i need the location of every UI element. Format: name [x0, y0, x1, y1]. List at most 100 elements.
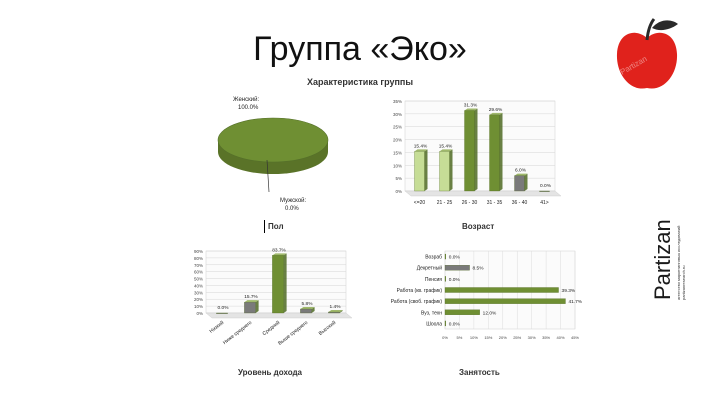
bar-value-label: 12.0% — [483, 310, 497, 316]
x-tick-label: Ниже среднего — [222, 320, 253, 346]
age-bar-chart: 0% 5% 10% 15% 20% 25% 30% 35% 15.4% <=20 15.4% 21 -… — [393, 99, 562, 206]
bar-4 — [328, 311, 340, 314]
bar-top — [439, 149, 453, 152]
y-tick-label: 35% — [393, 99, 402, 104]
bar-value-label: 0.0% — [449, 255, 461, 261]
bar-value-label: 0.0% — [218, 305, 230, 311]
bar-top — [328, 310, 343, 313]
bar-top — [514, 173, 528, 176]
bar-3 — [444, 287, 559, 293]
y-tick-label: 30% — [194, 290, 203, 295]
pie-slice-Женский — [217, 117, 329, 163]
bar-value-label: 6.0% — [515, 168, 527, 174]
apple-body — [616, 32, 678, 89]
apple-leaf — [652, 20, 678, 31]
y-tick-label: 80% — [194, 256, 203, 261]
y-tick-label: Шоола — [426, 321, 442, 327]
bar-value-label: 8.5% — [473, 266, 485, 272]
income-caption: Уровень дохода — [238, 368, 303, 377]
slide-subtitle: Характеристика группы — [306, 77, 414, 87]
brand-tagline-2: partizanresearch.ru — [681, 265, 686, 300]
bar-value-label: 15.7% — [244, 294, 258, 300]
y-tick-label: Вуз, техн — [421, 310, 442, 316]
gender-caption: Пол — [268, 222, 284, 231]
bar-6 — [444, 253, 446, 260]
caption-cursor — [264, 220, 265, 233]
x-tick-label: 41> — [540, 200, 549, 206]
bar-side — [499, 112, 503, 191]
y-tick-label: Работа (кв. график) — [397, 288, 443, 294]
bar-top — [489, 112, 503, 115]
y-tick-label: 0% — [196, 311, 203, 316]
bar-0 — [414, 151, 425, 192]
x-tick-label: Средний — [261, 319, 281, 337]
gender-pie-chart: Женский: 100.0% Мужской: 0.0% — [217, 96, 329, 212]
bar-1 — [444, 309, 480, 315]
pie-leader-line — [266, 159, 270, 193]
y-tick-label: Пенсия — [425, 277, 442, 283]
apple-logo: Partizan — [616, 18, 678, 89]
x-tick-label: <=20 — [414, 200, 426, 206]
bar-top — [272, 253, 287, 256]
age-caption: Возраст — [462, 222, 495, 231]
x-tick-label: 15% — [484, 335, 492, 340]
y-tick-label: Возраб — [425, 255, 442, 261]
y-tick-label: 25% — [393, 125, 402, 130]
bar-3 — [489, 114, 500, 192]
bar-value-label: 41.7% — [568, 299, 582, 305]
x-tick-label: Выше среднего — [277, 320, 309, 347]
pie-label-female-value: 100.0% — [238, 105, 259, 111]
y-tick-label: 40% — [194, 283, 203, 288]
bar-5 — [444, 265, 470, 271]
x-tick-label: 30% — [528, 335, 536, 340]
x-tick-label: 40% — [557, 335, 565, 340]
x-tick-label: 31 - 35 — [487, 200, 503, 206]
slide-title: Группа «Эко» — [253, 30, 467, 68]
x-tick-label: 0% — [442, 335, 448, 340]
bar-4 — [514, 175, 525, 192]
brand-name: Partizan — [650, 219, 675, 300]
bar-side — [424, 149, 428, 191]
bar-4 — [444, 276, 446, 282]
bar-value-label: 39.3% — [562, 288, 576, 294]
bar-1 — [244, 302, 256, 314]
bar-value-label: 0.0% — [449, 321, 461, 327]
bar-side — [283, 253, 287, 313]
bar-5 — [539, 190, 550, 192]
y-tick-label: 20% — [393, 138, 402, 143]
bar-value-label: 31.3% — [464, 103, 478, 109]
bar-2 — [464, 110, 475, 192]
bar-top — [244, 300, 259, 303]
bar-side — [339, 310, 343, 313]
x-tick-label: 5% — [457, 335, 463, 340]
bar-0 — [444, 320, 446, 327]
x-tick-label: 10% — [470, 335, 478, 340]
bar-2 — [272, 255, 284, 314]
bar-value-label: 1.4% — [330, 304, 342, 310]
y-tick-label: 5% — [395, 176, 402, 181]
pie-label-male-value: 0.0% — [285, 206, 299, 212]
income-bar-chart: 0% 10% 20% 30% 40%50% 60% 70% 80% 90% 0.0% Низкий 1… — [194, 247, 353, 347]
x-tick-label: 35% — [542, 335, 550, 340]
x-tick-label: 45% — [571, 335, 579, 340]
bar-3 — [300, 308, 312, 314]
bar-side — [311, 307, 315, 313]
bar-side — [449, 149, 453, 191]
occupation-bar-chart: 0% 5% 10% 15% 20% 25% 30% 35% 40% 45% 0.0% Шоола 12.… — [391, 250, 583, 340]
y-tick-label: Декретный — [417, 265, 442, 272]
bar-2 — [444, 298, 566, 304]
occupation-caption: Занятость — [459, 368, 500, 377]
bar-top — [464, 108, 478, 111]
bar-value-label: 0.0% — [449, 277, 461, 283]
y-tick-label: 30% — [393, 112, 402, 117]
bar-side — [255, 300, 259, 313]
bar-value-label: 0.0% — [540, 183, 552, 189]
plot-area — [404, 100, 556, 192]
x-tick-label: Высокий — [317, 319, 337, 337]
x-tick-label: 26 - 30 — [462, 200, 478, 206]
bar-0 — [216, 312, 228, 314]
y-tick-label: Работа (своб. график) — [391, 299, 443, 305]
apple-stem — [645, 18, 656, 41]
bar-value-label: 29.6% — [489, 107, 503, 113]
y-tick-label: 20% — [194, 297, 203, 302]
